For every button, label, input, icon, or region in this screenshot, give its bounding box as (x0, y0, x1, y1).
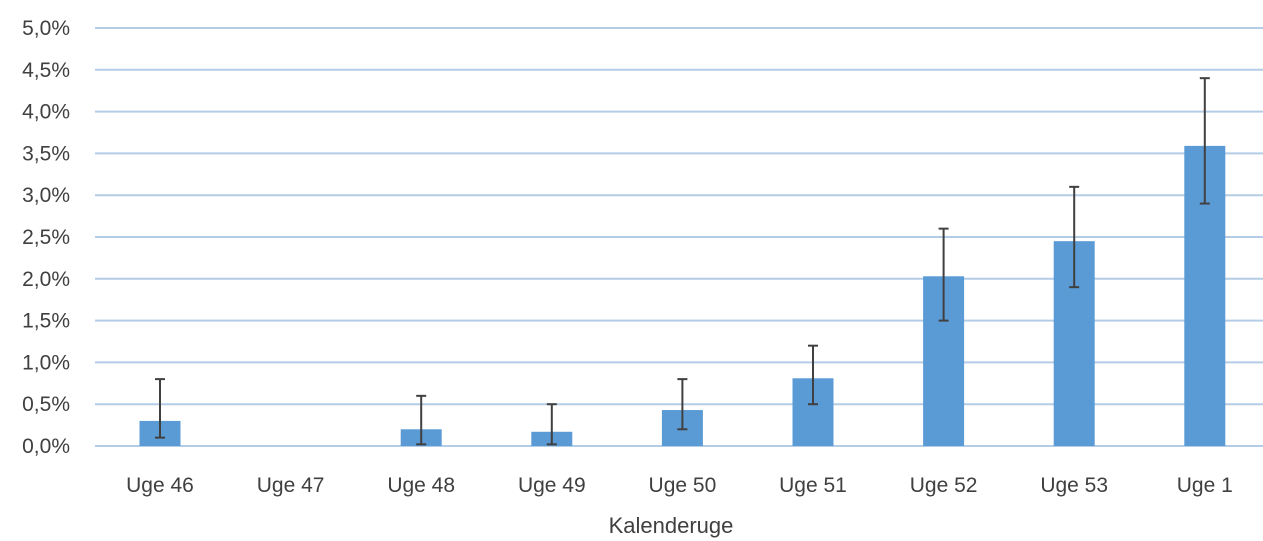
x-tick-label: Uge 1 (1177, 474, 1233, 497)
x-tick-label: Uge 51 (779, 474, 847, 497)
error-bar (1069, 185, 1080, 289)
y-tick-label: 2,5% (22, 226, 70, 249)
x-tick-label: Uge 48 (387, 474, 455, 497)
error-bar (546, 403, 557, 446)
y-tick-label: 4,5% (22, 59, 70, 82)
y-tick-label: 5,0% (22, 17, 70, 40)
error-bar (1199, 77, 1210, 205)
gridlines (95, 27, 1263, 447)
x-tick-label: Uge 46 (126, 474, 194, 497)
y-tick-label: 0,5% (22, 393, 70, 416)
y-tick-label: 2,0% (22, 268, 70, 291)
error-bar (938, 227, 949, 322)
error-bar (155, 378, 165, 439)
y-tick-label: 4,0% (22, 101, 70, 124)
y-tick-label: 1,5% (22, 310, 70, 333)
x-tick-label: Uge 52 (910, 474, 978, 497)
x-axis-title: Kalenderuge (609, 513, 734, 538)
x-tick-label: Uge 50 (649, 474, 717, 497)
error-bars (155, 77, 1210, 446)
y-tick-label: 3,5% (22, 142, 70, 165)
x-tick-label: Uge 53 (1040, 474, 1108, 497)
error-bar (416, 394, 427, 446)
error-bar (808, 344, 818, 406)
x-tick-label: Uge 47 (257, 474, 325, 497)
y-tick-label: 3,0% (22, 184, 70, 207)
y-axis-tick-labels: 0,0% 0,5% 1,0% 1,5% 2,0% 2,5% 3,0% 3,5% 4,0% 4,5%… (22, 17, 70, 458)
x-axis-tick-labels: Uge 46 Uge 47 Uge 48 Uge 49 Uge 50 Uge 51 Uge … (126, 474, 1233, 497)
y-tick-label: 1,0% (22, 351, 70, 374)
x-tick-label: Uge 49 (518, 474, 586, 497)
error-bar (677, 378, 688, 431)
y-tick-label: 0,0% (22, 435, 70, 458)
